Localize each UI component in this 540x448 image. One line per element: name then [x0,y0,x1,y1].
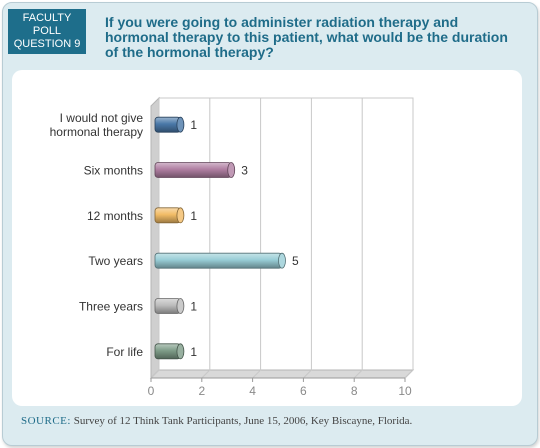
category-label-0-line-1: hormonal therapy [50,125,143,139]
bar-value-label-2: 1 [190,209,197,223]
category-label-1-line-0: Six months [84,164,143,178]
x-tick-label-6: 6 [300,384,307,398]
bar-cap-1 [227,162,236,178]
bar-cap-2 [176,207,185,224]
chart-left-wall [150,96,160,380]
category-label-2-line-0: 12 months [87,209,143,223]
badge-line-2: POLL [32,25,62,37]
x-tick-label-8: 8 [351,384,358,398]
bar-3 [154,252,283,269]
bar-cap-0 [176,116,185,133]
poll-question: If you were going to administer radiatio… [105,14,508,60]
category-label-0: I would not give hormonal therapy [50,111,144,139]
category-label-5: For life [106,345,143,359]
bar-cap-4 [176,298,185,314]
category-label-1: Six months [84,164,143,178]
gridline-6 [303,98,312,379]
bar-value-label-4: 1 [190,300,197,314]
x-tick-label-4: 4 [249,384,256,398]
source-label: SOURCE: [21,415,71,427]
bar-cap-5 [176,343,185,360]
gridline-2 [201,98,211,379]
badge-line-1: FACULTY [22,12,72,24]
x-tick-label-0: 0 [148,384,155,398]
bar-chart: 0 2 4 6 8 10 1 I would not give hormonal therapy… [50,96,415,398]
category-label-2: 12 months [87,209,143,223]
x-tick-label-10: 10 [398,384,412,398]
category-label-4: Three years [79,300,143,314]
bar-1 [154,162,232,178]
badge-line-3: QUESTION 9 [13,38,81,50]
category-label-3-line-0: Two years [88,254,143,268]
category-label-4-line-0: Three years [79,300,143,314]
bar-cap-3 [278,252,286,269]
faculty-poll-badge: FACULTY POLL QUESTION 9 [8,9,86,54]
category-label-3: Two years [88,254,143,268]
bar-value-label-1: 3 [241,164,248,178]
x-tick-label-2: 2 [198,384,205,398]
category-label-5-line-0: For life [106,345,143,359]
source-text: Survey of 12 Think Tank Participants, Ju… [73,415,413,427]
bar-value-label-5: 1 [190,345,197,359]
bar-value-label-0: 1 [190,118,197,132]
category-label-0-line-0: I would not give [60,111,144,125]
gridline-8 [353,98,363,379]
gridline-4 [252,98,262,379]
chart-panel: 0 2 4 6 8 10 1 I would not give hormonal therapy… [12,70,522,406]
gridline-0 [150,98,160,379]
gridline-10 [404,98,414,379]
bar-value-label-3: 5 [292,254,299,268]
chart-back-wall [158,97,414,371]
chart-floor [149,369,415,379]
source-note: SOURCE: Survey of 12 Think Tank Particip… [21,415,412,427]
